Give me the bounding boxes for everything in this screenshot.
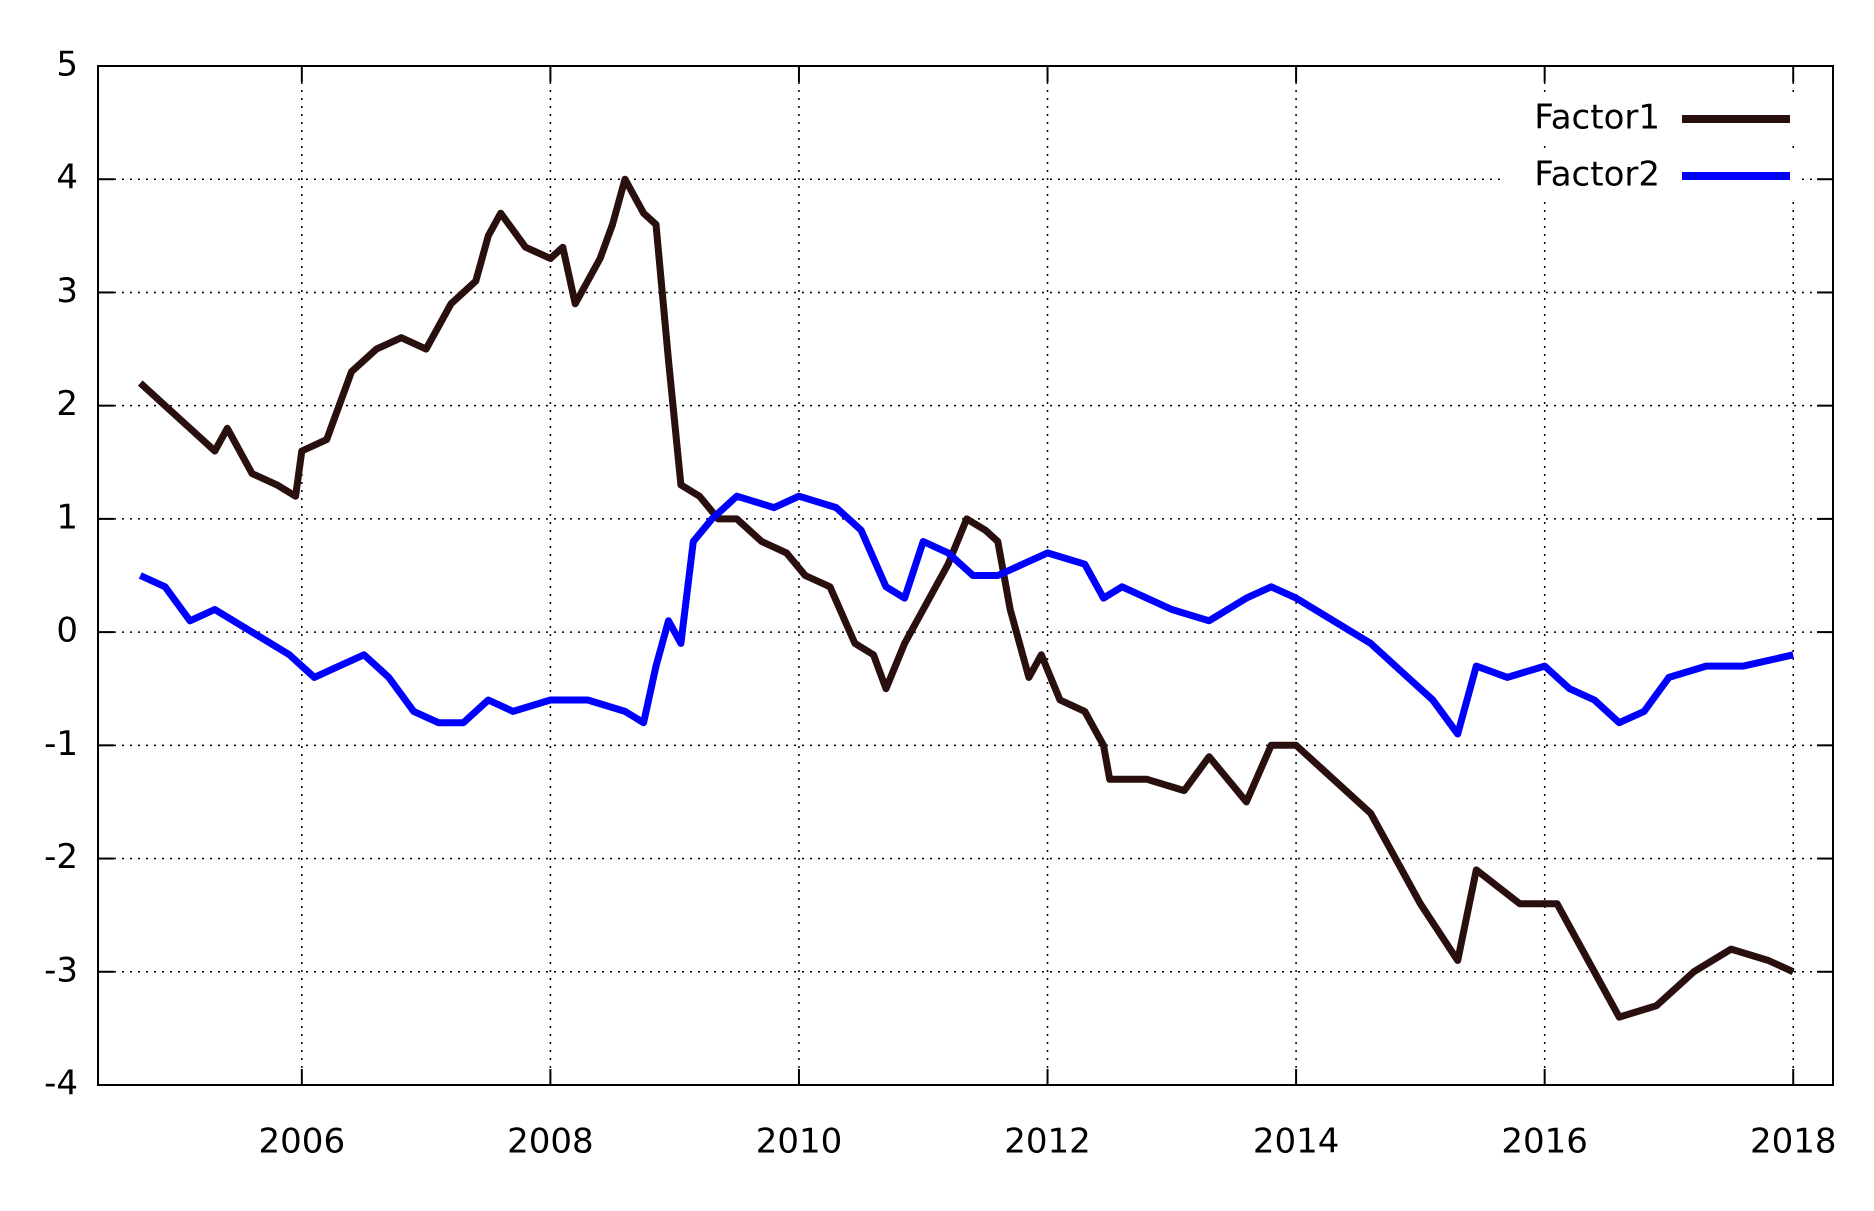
y-tick-label: -4 (44, 1064, 78, 1104)
x-tick-label: 2006 (259, 1122, 346, 1162)
plot-frame (97, 65, 1834, 1086)
x-tick-label: 2012 (1004, 1122, 1091, 1162)
x-tick-label: 2008 (507, 1122, 594, 1162)
legend-label: Factor2 (1534, 155, 1660, 195)
series-line (138, 492, 1794, 738)
series-line (137, 175, 1795, 1021)
y-tick-label: 3 (56, 271, 78, 311)
y-tick-label: -1 (44, 724, 78, 764)
y-tick-label: 5 (56, 45, 78, 85)
x-tick-label: 2014 (1253, 1122, 1340, 1162)
y-tick-label: 1 (56, 497, 78, 537)
y-tick-label: 2 (56, 384, 78, 424)
y-tick-label: 4 (56, 158, 78, 198)
x-tick-label: 2018 (1750, 1122, 1837, 1162)
y-tick-label: -2 (44, 837, 78, 877)
x-tick-label: 2016 (1501, 1122, 1588, 1162)
y-tick-label: -3 (44, 950, 78, 990)
y-tick-label: 0 (56, 611, 78, 651)
x-tick-label: 2010 (756, 1122, 843, 1162)
legend-label: Factor1 (1534, 98, 1660, 138)
